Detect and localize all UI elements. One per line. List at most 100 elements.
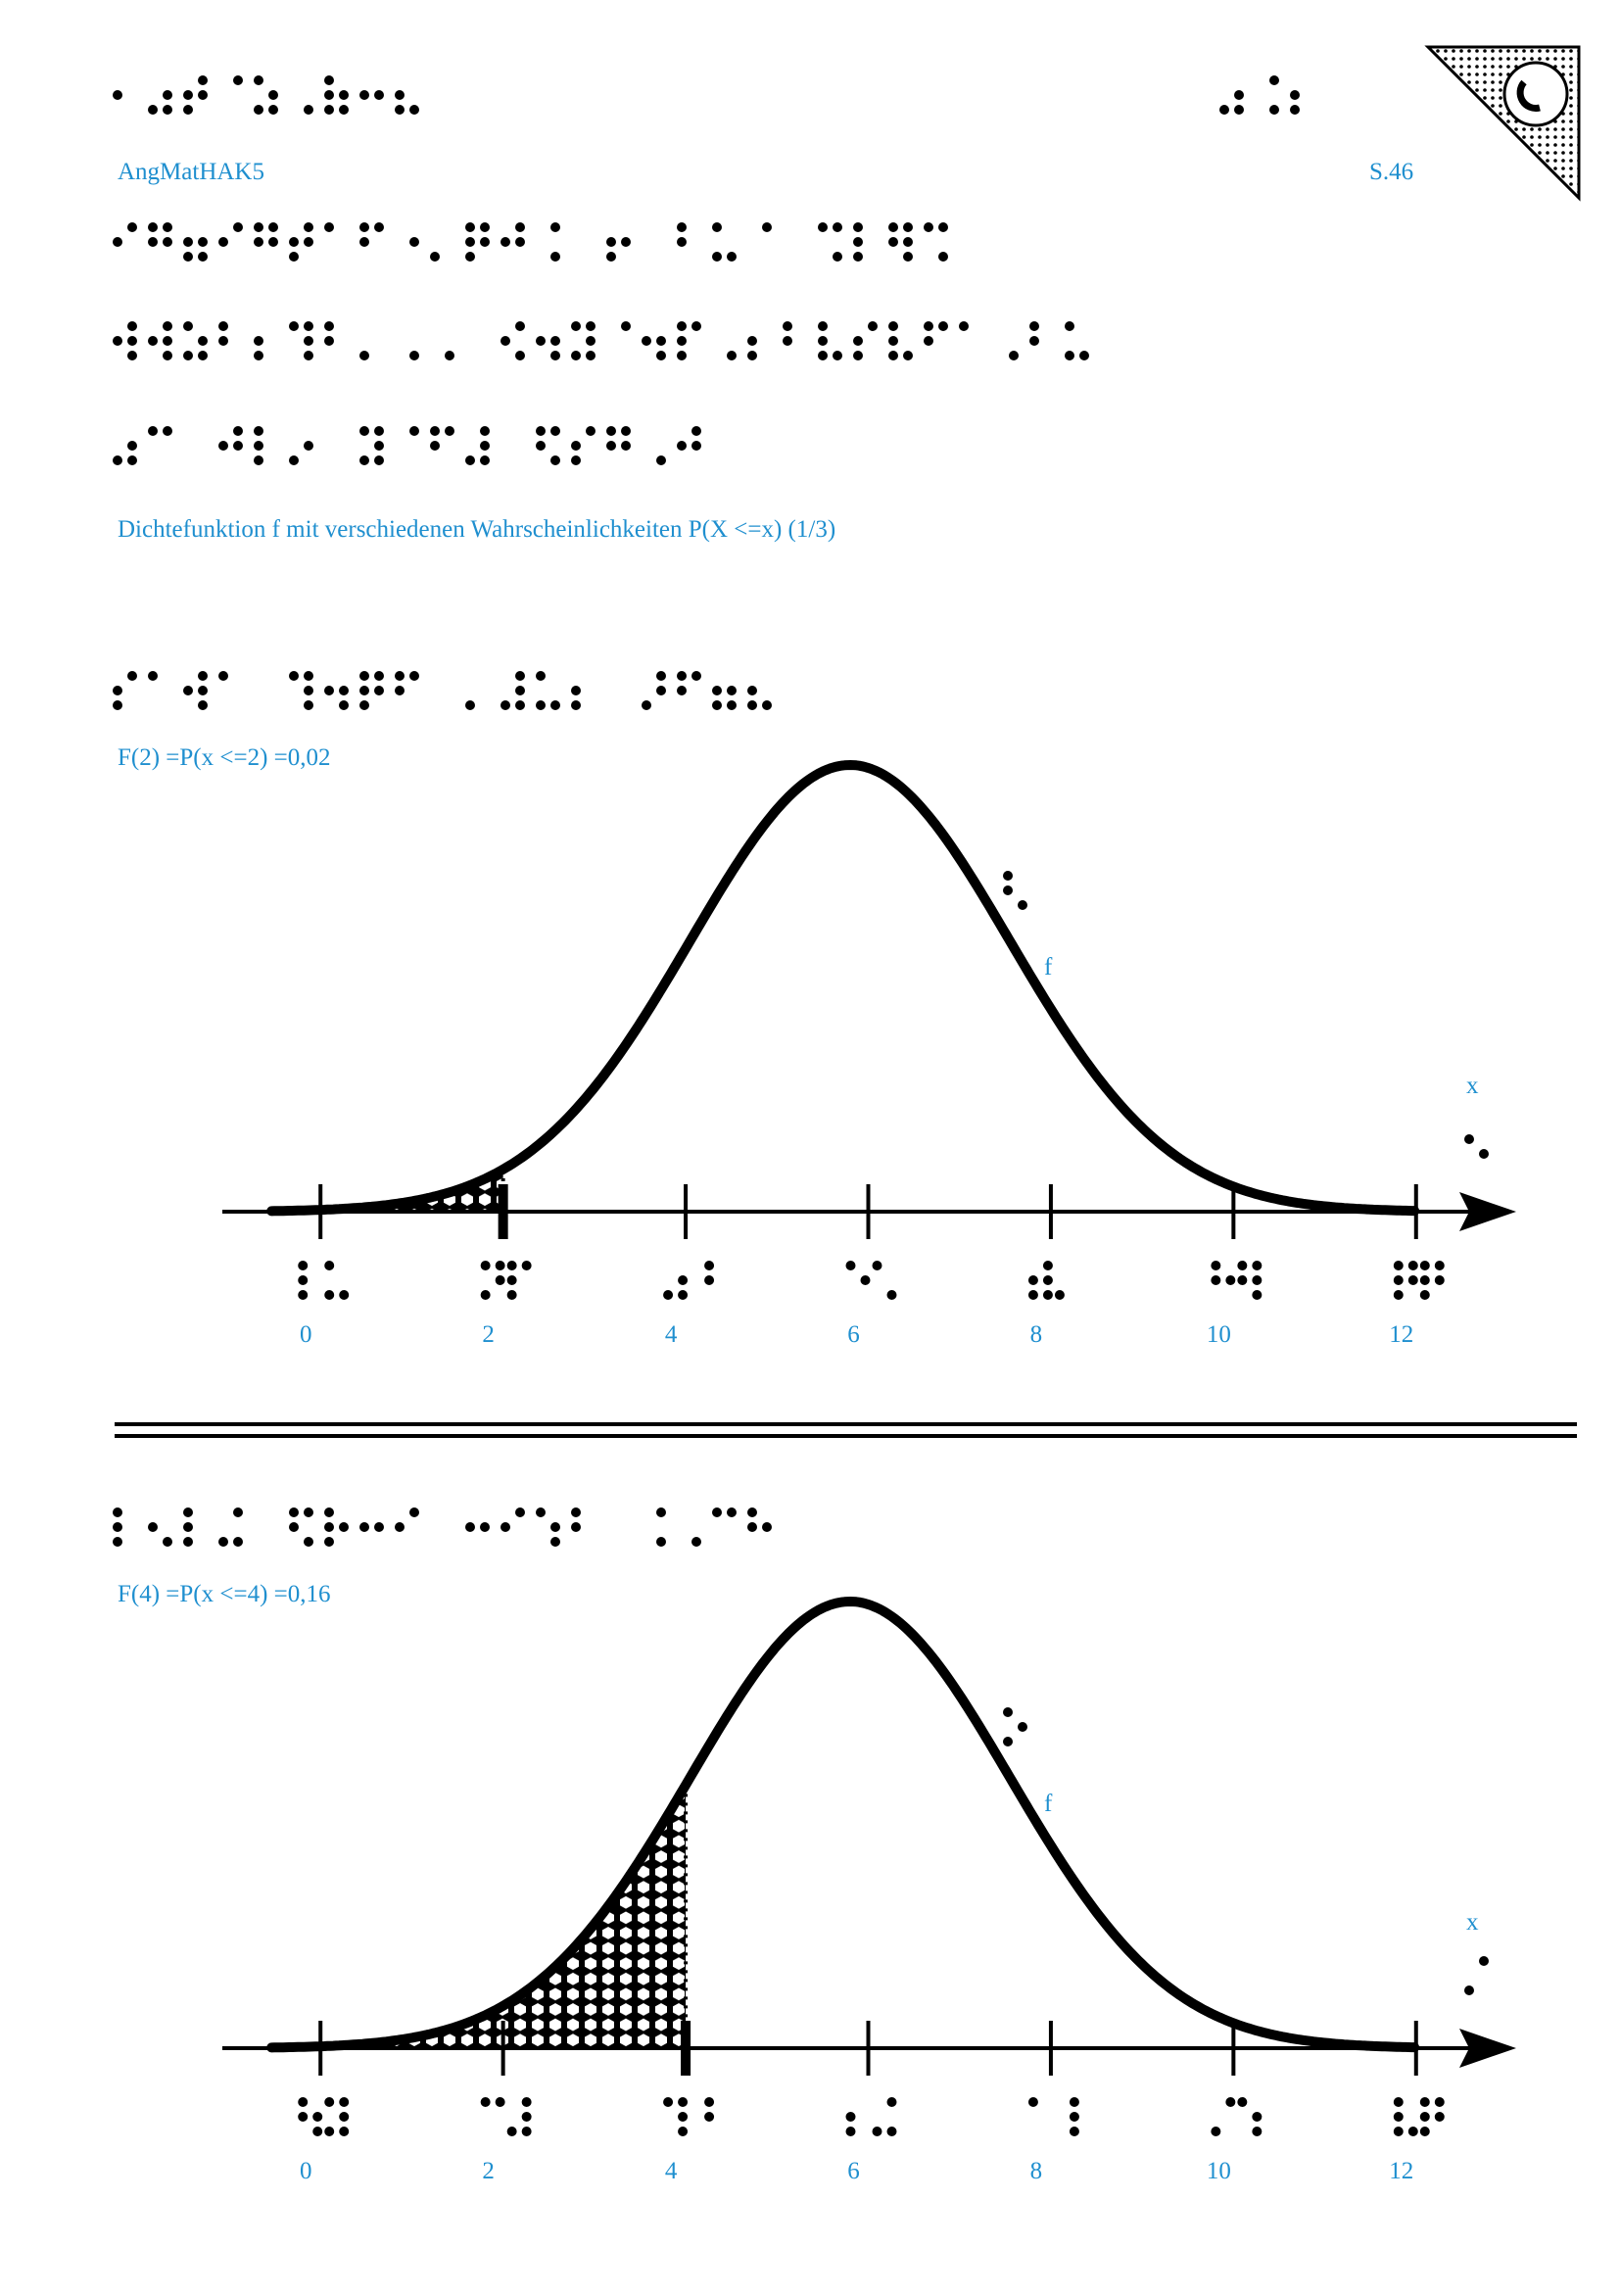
braille-dot	[571, 1522, 581, 1532]
density-curve	[266, 760, 1420, 1217]
x-tick-label: 6	[847, 2158, 860, 2184]
braille-dot	[148, 671, 158, 681]
braille-dot	[374, 441, 384, 451]
braille-dot	[198, 686, 208, 695]
braille-dot	[886, 2127, 897, 2136]
braille-dot	[550, 336, 560, 346]
braille-dot	[1393, 1261, 1404, 1270]
braille-dot	[506, 2127, 517, 2136]
braille-dot	[324, 1507, 334, 1517]
braille-dot	[1079, 351, 1089, 360]
braille-dot	[1027, 2097, 1038, 2107]
braille-dot	[938, 252, 948, 262]
braille-dot	[324, 75, 334, 85]
braille-dot	[233, 426, 243, 436]
braille-dot	[783, 321, 792, 331]
braille-dot	[395, 90, 405, 100]
chart-title: F(4) =P(x <=4) =0,16	[118, 1581, 331, 1607]
braille-dot	[1225, 1275, 1236, 1285]
braille-dot	[304, 686, 313, 695]
braille-dot	[571, 455, 581, 465]
braille-dot	[521, 2112, 532, 2122]
braille-dot	[1419, 2112, 1430, 2122]
braille-dot	[1393, 2097, 1404, 2107]
braille-dot	[712, 1507, 722, 1517]
braille-dot	[550, 351, 560, 360]
braille-dot	[339, 105, 349, 115]
braille-dot	[1029, 321, 1039, 331]
braille-dot	[374, 426, 384, 436]
x-tick-label: 6	[847, 1321, 860, 1348]
braille-dot	[268, 222, 278, 232]
braille-dot	[480, 1261, 491, 1270]
braille-dot	[304, 237, 313, 247]
braille-dot	[1003, 1707, 1013, 1717]
braille-dot	[747, 700, 757, 710]
braille-dot	[1407, 2127, 1418, 2136]
x-tick-label: 12	[1389, 1321, 1413, 1348]
braille-dot	[359, 671, 369, 681]
braille-dot	[691, 441, 701, 451]
braille-dot	[163, 105, 172, 115]
braille-dot	[374, 455, 384, 465]
braille-dot	[289, 455, 299, 465]
braille-dot	[304, 1507, 313, 1517]
braille-dot	[853, 252, 863, 262]
braille-dot	[762, 1522, 772, 1532]
braille-dot	[430, 426, 440, 436]
braille-dot	[198, 671, 208, 681]
braille-dot	[1003, 885, 1013, 895]
braille-dot	[198, 700, 208, 710]
braille-dot	[536, 441, 546, 451]
braille-dot	[113, 336, 122, 346]
braille-dot	[872, 1261, 882, 1270]
density-curve	[266, 1597, 1420, 2053]
x-tick-label: 8	[1030, 2158, 1043, 2184]
braille-dot	[677, 237, 687, 247]
braille-dot	[254, 351, 263, 360]
braille-dot	[515, 686, 525, 695]
braille-dot	[872, 2127, 882, 2136]
braille-dot	[163, 222, 172, 232]
braille-dot	[747, 1507, 757, 1517]
braille-dot	[515, 351, 525, 360]
braille-dot	[183, 686, 193, 695]
braille-dot	[1252, 1290, 1263, 1300]
braille-dot	[312, 2127, 323, 2136]
braille-dot	[818, 222, 828, 232]
braille-dot	[127, 321, 137, 331]
braille-dot	[218, 671, 228, 681]
braille-dot	[571, 441, 581, 451]
braille-dot	[409, 671, 419, 681]
braille-dot	[656, 686, 666, 695]
braille-dot	[198, 90, 208, 100]
braille-dot	[621, 441, 631, 451]
braille-dot	[1009, 351, 1019, 360]
braille-dot	[113, 90, 122, 100]
braille-dot	[324, 336, 334, 346]
braille-dot	[198, 336, 208, 346]
braille-dot	[886, 2097, 897, 2107]
braille-dot	[550, 1537, 560, 1547]
shaded-area	[271, 1785, 687, 2048]
braille-dot	[480, 1290, 491, 1300]
braille-dot	[113, 455, 122, 465]
braille-dot	[1419, 1261, 1430, 1270]
braille-dot	[515, 700, 525, 710]
braille-dot	[268, 237, 278, 247]
braille-dot	[536, 426, 546, 436]
braille-dot	[536, 1507, 546, 1517]
braille-dot	[445, 426, 454, 436]
braille-dot	[691, 426, 701, 436]
braille-dot	[747, 1522, 757, 1532]
braille-dot	[621, 237, 631, 247]
braille-dot	[678, 1290, 689, 1300]
braille-dot	[515, 237, 525, 247]
braille-dot	[430, 252, 440, 262]
braille-dot	[727, 351, 737, 360]
braille-dot	[712, 686, 722, 695]
braille-dot	[704, 2112, 715, 2122]
braille-dot	[465, 1522, 475, 1532]
braille-dot	[324, 1522, 334, 1532]
braille-dot	[506, 1261, 517, 1270]
